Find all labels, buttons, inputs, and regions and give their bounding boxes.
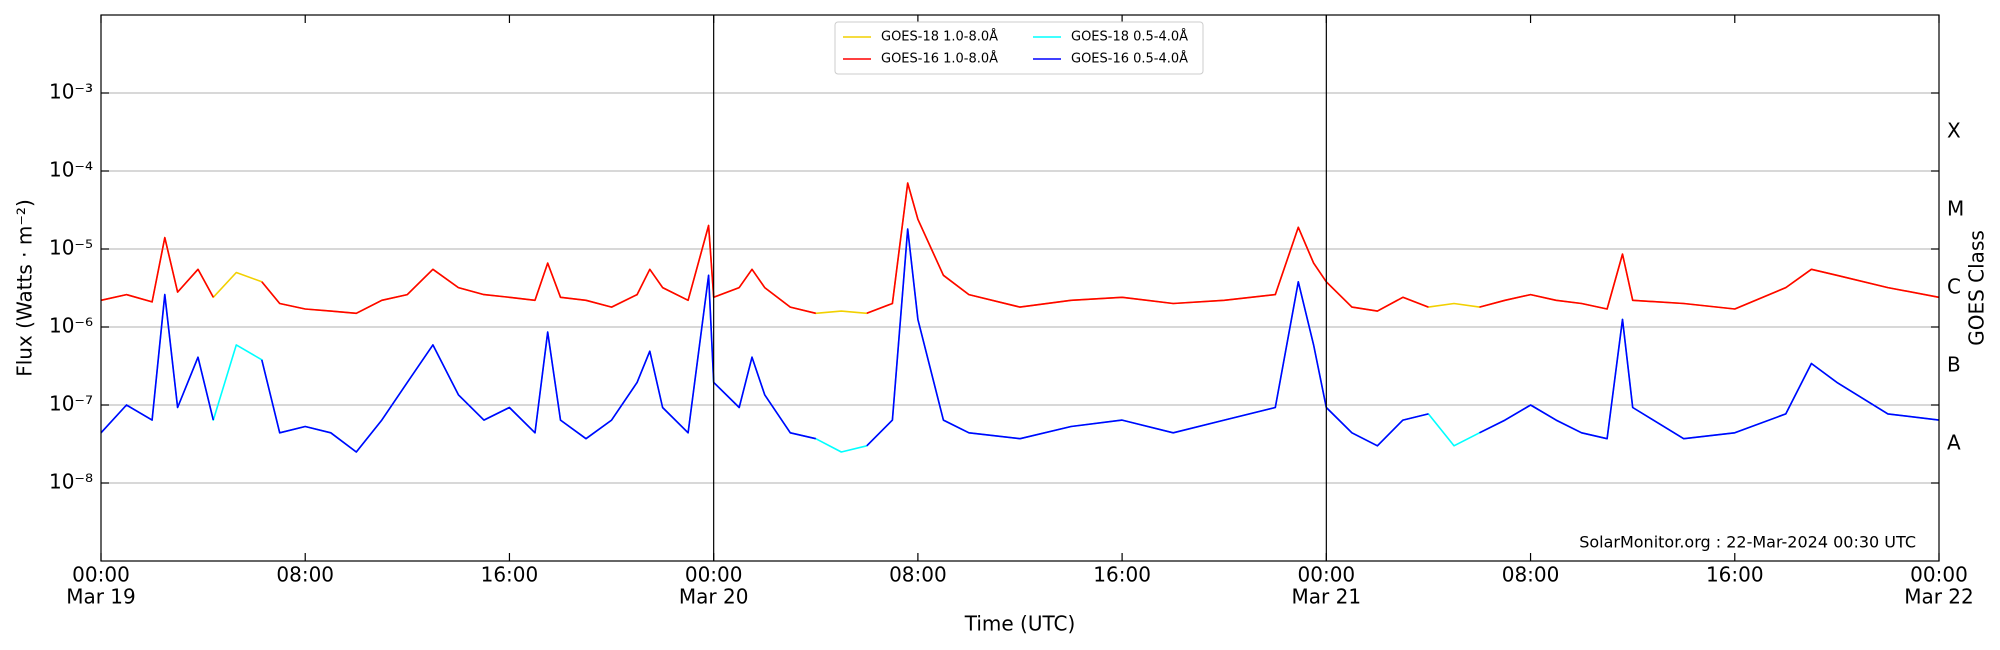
annotation: SolarMonitor.org : 22-Mar-2024 00:30 UTC [1579,533,1916,552]
y-tick-label: 10⁻⁵ [49,236,93,260]
legend-label: GOES-16 1.0-8.0Å [881,51,998,67]
x-tick-sublabel: Mar 19 [66,585,136,609]
x-tick-label: 08:00 [1502,563,1560,587]
x-tick-sublabel: Mar 21 [1292,585,1362,609]
y2-tick-label: B [1947,353,1961,377]
series-line [100,228,1940,453]
x-tick-sublabel: Mar 20 [679,585,749,609]
x-tick-label: 00:00 [1910,563,1968,587]
legend-label: GOES-18 0.5-4.0Å [1071,29,1188,45]
x-tick-label: 00:00 [685,563,743,587]
plot-frame [100,14,1940,562]
y2-tick-label: A [1947,431,1961,455]
legend-label: GOES-18 1.0-8.0Å [881,29,998,45]
y2-axis-label: GOES Class [1965,230,1989,346]
legend-label: GOES-16 0.5-4.0Å [1071,51,1188,67]
x-tick-sublabel: Mar 22 [1904,585,1974,609]
x-tick-label: 08:00 [276,563,334,587]
legend-box [834,21,1204,75]
x-axis-label: Time (UTC) [964,612,1076,636]
x-tick-label: 08:00 [889,563,947,587]
y-tick-label: 10⁻³ [49,80,93,104]
x-tick-label: 00:00 [1298,563,1356,587]
y-tick-label: 10⁻⁸ [49,470,93,494]
y2-tick-label: C [1947,275,1961,299]
y-tick-label: 10⁻⁶ [49,314,93,338]
y2-tick-label: M [1947,197,1964,221]
x-tick-label: 16:00 [1706,563,1764,587]
y-axis-label: Flux (Watts · m⁻²) [13,199,37,377]
y-tick-label: 10⁻⁴ [49,158,93,182]
x-tick-label: 16:00 [1093,563,1151,587]
y-tick-label: 10⁻⁷ [49,392,93,416]
series-line [100,182,1940,315]
series-line [100,182,1940,315]
y2-tick-label: X [1947,119,1961,143]
x-tick-label: 16:00 [481,563,539,587]
series-line [100,228,1940,453]
x-tick-label: 00:00 [72,563,130,587]
